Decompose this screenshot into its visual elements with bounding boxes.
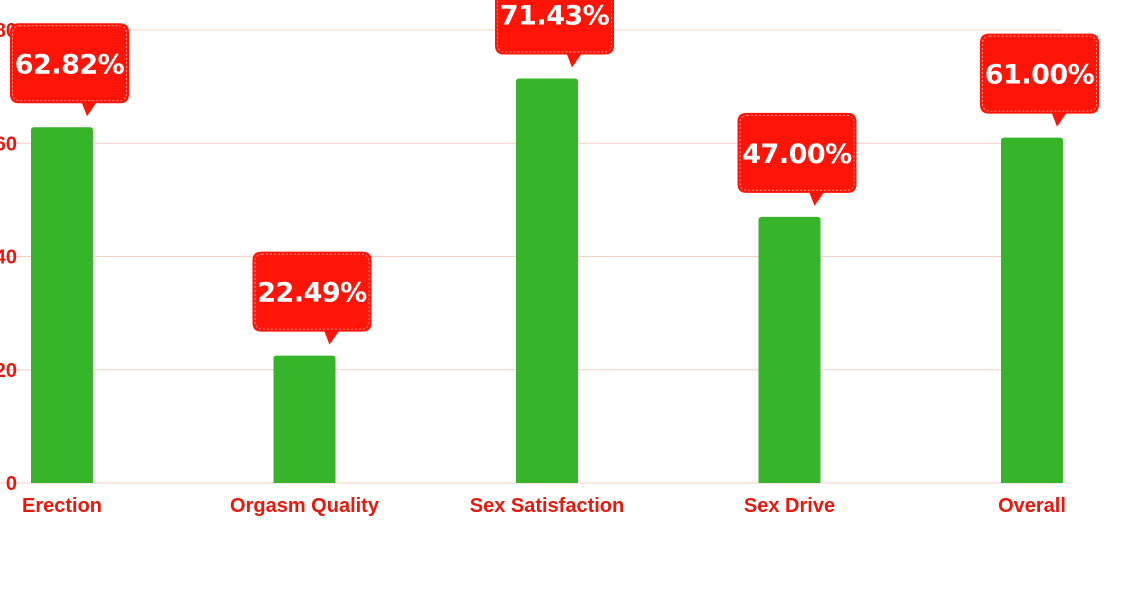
data-label-bubble: 47.00% xyxy=(737,112,857,206)
bar xyxy=(516,78,578,484)
y-tick-label: 20 xyxy=(0,360,17,382)
bars xyxy=(31,78,1063,484)
data-label-bubble: 61.00% xyxy=(980,33,1099,127)
x-tick-label: Sex Satisfaction xyxy=(470,495,625,517)
data-label-bubble: 62.82% xyxy=(10,23,129,117)
data-label-bubble-border xyxy=(982,35,1097,112)
y-tick-label: 60 xyxy=(0,133,17,155)
data-label: 47.00% xyxy=(742,139,852,170)
data-labels: 62.82% 22.49% 71.43% 47.00% 61.00% xyxy=(10,0,1099,345)
y-tick-label: 0 xyxy=(6,473,17,495)
x-tick-label: Sex Drive xyxy=(744,495,835,517)
x-tick-label: Orgasm Quality xyxy=(230,495,380,517)
data-label-bubble-border xyxy=(12,25,127,102)
data-label: 71.43% xyxy=(500,1,610,32)
x-axis: Erection Orgasm Quality Sex Satisfaction Se… xyxy=(22,495,1066,517)
x-tick-label: Overall xyxy=(998,495,1066,517)
data-label-bubble: 22.49% xyxy=(252,251,372,345)
data-label-bubble-border xyxy=(254,253,370,330)
data-label: 61.00% xyxy=(985,60,1095,91)
data-label: 22.49% xyxy=(257,278,367,309)
data-label-bubble: 71.43% xyxy=(495,0,614,68)
data-label-bubble-shape xyxy=(737,112,857,206)
data-label-bubble-shape xyxy=(980,33,1099,127)
data-label: 62.82% xyxy=(15,49,125,80)
x-tick-label: Erection xyxy=(22,495,102,517)
bar xyxy=(758,216,821,484)
bar xyxy=(273,355,336,483)
data-label-bubble-border xyxy=(739,114,855,191)
data-label-bubble-shape xyxy=(10,23,129,117)
data-label-bubble-border xyxy=(497,0,612,53)
data-label-bubble-shape xyxy=(495,0,614,68)
bar xyxy=(1001,137,1063,483)
y-tick-label: 40 xyxy=(0,247,17,269)
bar xyxy=(31,127,93,484)
data-label-bubble-shape xyxy=(252,251,372,345)
